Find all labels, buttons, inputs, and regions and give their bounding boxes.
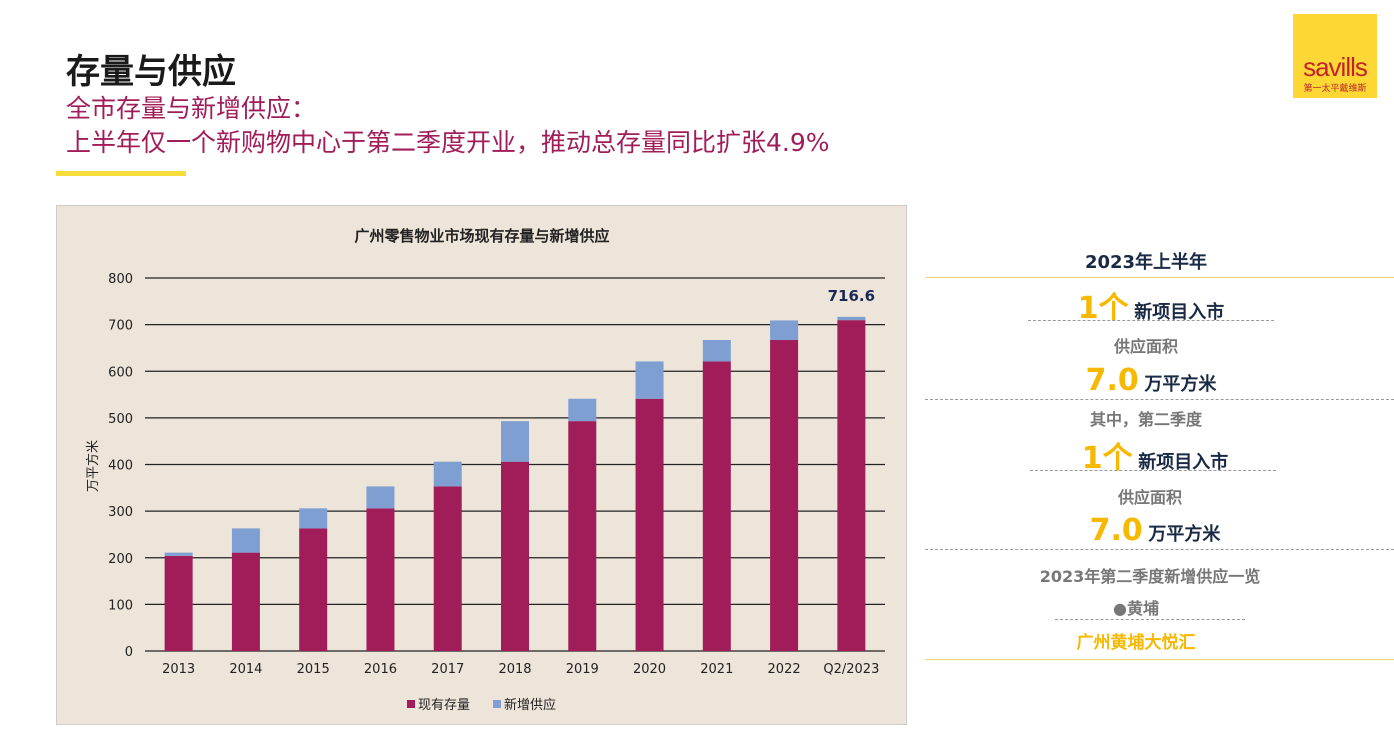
divider: [925, 549, 1394, 550]
divider: [1030, 470, 1276, 471]
bar-new-supply: [568, 398, 597, 422]
map-pin-icon: ●: [1113, 599, 1127, 618]
area-unit2: 万平方米: [1148, 524, 1221, 545]
area2: 7.0: [1089, 513, 1143, 548]
bar-new-supply: [501, 421, 529, 462]
subtitle: 全市存量与新增供应： 上半年仅一个新购物中心于第二季度开业，推动总存量同比扩张4.…: [66, 92, 830, 160]
divider: [925, 399, 1394, 400]
period-label: 2023年上半年: [1084, 252, 1208, 273]
x-tick-label: 2022: [768, 662, 801, 677]
accent-divider: [56, 171, 186, 176]
legend-swatch: [407, 700, 415, 708]
chart-title: 广州零售物业市场现有存量与新增供应: [354, 227, 609, 245]
page-title: 存量与供应: [66, 52, 236, 92]
list-title: 2023年第二季度新增供应一览: [1039, 567, 1261, 586]
x-tick-label: 2014: [229, 662, 262, 677]
data-label: 716.6: [828, 287, 875, 305]
count1-label: 新项目入市: [1134, 302, 1225, 323]
count2-label: 新项目入市: [1138, 452, 1229, 473]
bar-existing-stock: [299, 528, 328, 651]
bar-existing-stock: [837, 320, 866, 651]
y-tick-label: 0: [125, 645, 133, 660]
y-tick-label: 400: [108, 459, 133, 474]
bar-new-supply: [635, 361, 664, 399]
bar-new-supply: [231, 528, 260, 553]
area1: 7.0: [1085, 363, 1139, 398]
y-tick-label: 100: [108, 598, 133, 613]
y-tick-label: 500: [108, 412, 133, 427]
x-tick-label: 2015: [297, 662, 330, 677]
stacked-bar-chart: 广州零售物业市场现有存量与新增供应 0 100 200 300 400 500 600 700 8…: [85, 227, 885, 713]
bar-existing-stock: [433, 486, 462, 651]
x-tick-label: 2016: [364, 662, 397, 677]
bar-existing-stock: [770, 340, 799, 651]
chart-container: 广州零售物业市场现有存量与新增供应 0 100 200 300 400 500 600 700 8…: [56, 205, 907, 725]
bar-new-supply: [837, 316, 866, 321]
bar-existing-stock: [231, 552, 260, 651]
divider: [925, 277, 1394, 278]
subtitle-line2: 上半年仅一个新购物中心于第二季度开业，推动总存量同比扩张4.9%: [66, 128, 830, 157]
x-tick-label: 2020: [633, 662, 666, 677]
savills-logo: savills 第一太平戴维斯: [1293, 14, 1377, 98]
bar-new-supply: [770, 320, 799, 341]
legend-label: 现有存量: [418, 698, 470, 713]
bar-existing-stock: [635, 398, 664, 651]
x-tick-label: Q2/2023: [823, 662, 879, 677]
y-tick-label: 800: [108, 272, 133, 287]
x-tick-label: 2019: [566, 662, 599, 677]
legend-label: 新增供应: [504, 697, 556, 713]
y-tick-label: 200: [108, 552, 133, 567]
legend-swatch: [493, 700, 501, 708]
divider: [1028, 320, 1274, 321]
bar-new-supply: [164, 552, 193, 556]
bar-existing-stock: [164, 555, 193, 651]
bar-new-supply: [702, 340, 731, 362]
bar-new-supply: [299, 508, 328, 529]
bar-existing-stock: [568, 421, 597, 651]
area-label1: 供应面积: [1113, 337, 1178, 356]
logo-chinese: 第一太平戴维斯: [1303, 84, 1367, 94]
area-label2: 供应面积: [1117, 488, 1182, 507]
x-tick-label: 2013: [162, 662, 195, 677]
y-tick-label: 600: [108, 365, 133, 380]
y-tick-label: 700: [108, 319, 133, 334]
x-tick-label: 2021: [700, 662, 733, 677]
district: 黄埔: [1126, 599, 1159, 618]
bar-new-supply: [366, 486, 395, 509]
area-unit1: 万平方米: [1144, 374, 1217, 395]
logo-wordmark: savills: [1303, 52, 1368, 82]
project-name: 广州黄埔大悦汇: [1076, 633, 1196, 653]
bar-existing-stock: [366, 508, 395, 651]
bar-new-supply: [433, 461, 462, 487]
x-tick-label: 2018: [498, 662, 531, 677]
y-axis-label: 万平方米: [85, 440, 101, 492]
divider: [1055, 619, 1245, 620]
q2-label: 其中，第二季度: [1089, 410, 1202, 429]
bar-existing-stock: [501, 461, 529, 651]
divider: [925, 659, 1394, 660]
x-tick-label: 2017: [431, 662, 464, 677]
subtitle-line1: 全市存量与新增供应：: [66, 94, 317, 123]
y-tick-label: 300: [108, 505, 133, 520]
bar-existing-stock: [702, 361, 731, 651]
